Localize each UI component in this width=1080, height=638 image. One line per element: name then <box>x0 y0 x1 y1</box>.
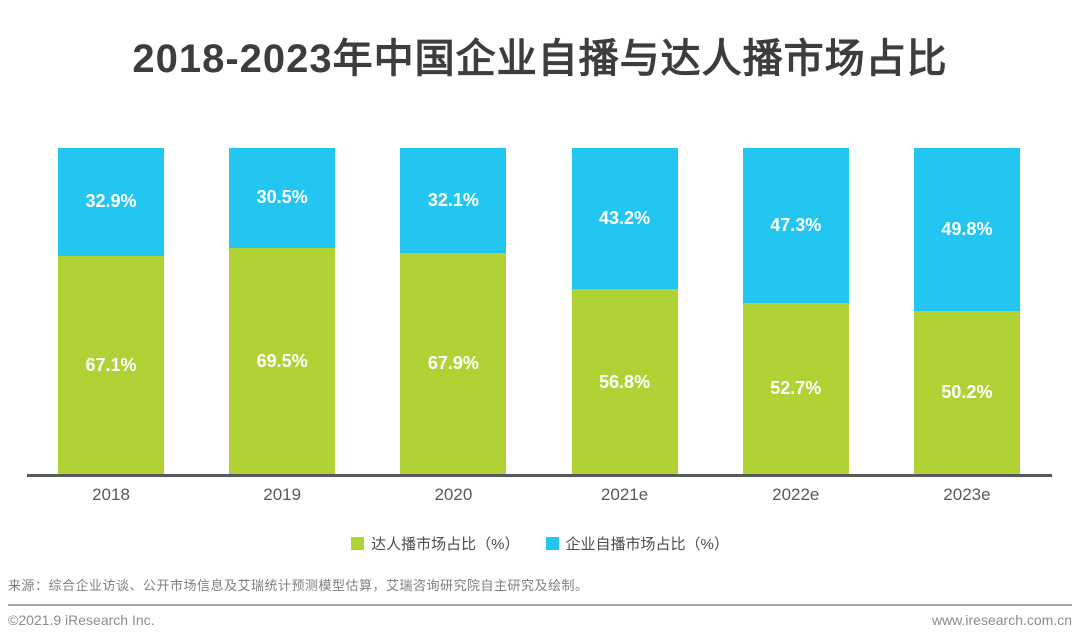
bar-segment: 32.1% <box>400 148 507 253</box>
stacked-bar-2021e: 43.2% 56.8% <box>571 148 678 475</box>
x-tick-label: 2018 <box>92 485 130 504</box>
data-label: 67.1% <box>85 354 137 375</box>
legend-item: 达人播市场占比（%） <box>351 533 520 554</box>
website-link[interactable]: www.iresearch.com.cn <box>931 612 1072 628</box>
stacked-bar-2019: 30.5% 69.5% <box>229 148 336 475</box>
footer: ©2021.9 iResearch Inc. www.iresearch.com… <box>8 612 1072 628</box>
stacked-bar-2020: 32.1% 67.9% <box>400 148 507 475</box>
data-label: 43.2% <box>599 208 651 229</box>
copyright-text: ©2021.9 iResearch Inc. <box>8 612 155 628</box>
chart-title: 2018-2023年中国企业自播与达人播市场占比 <box>132 37 948 81</box>
bar-segment: 67.1% <box>58 255 164 475</box>
legend-item: 企业自播市场占比（%） <box>545 533 729 554</box>
data-label: 69.5% <box>256 350 308 371</box>
x-tick-label: 2020 <box>434 485 473 504</box>
legend-label: 达人播市场占比（%） <box>371 536 520 553</box>
footer-divider <box>8 604 1072 606</box>
bar-segment: 56.8% <box>571 289 678 475</box>
stacked-bar-2023e: 49.8% 50.2% <box>913 148 1020 475</box>
x-axis-line <box>27 474 1052 477</box>
legend-label: 企业自播市场占比（%） <box>565 536 729 553</box>
x-tick-label: 2023e <box>943 485 991 504</box>
legend: 达人播市场占比（%） 企业自播市场占比（%） <box>0 533 1080 554</box>
x-tick-label: 2019 <box>263 485 302 504</box>
data-label: 52.7% <box>770 378 822 399</box>
bar-segment: 67.9% <box>400 252 507 475</box>
data-label: 30.5% <box>256 187 308 208</box>
data-label: 67.9% <box>427 353 479 374</box>
x-tick-label: 2021e <box>600 485 649 504</box>
data-label: 47.3% <box>770 214 822 235</box>
data-label: 50.2% <box>941 382 993 403</box>
stacked-bar-2022e: 47.3% 52.7% <box>742 148 849 475</box>
x-axis-labels: 2018 2019 2020 2021e 2022e 2023e <box>58 485 1020 505</box>
stacked-bar-2018: 32.9% 67.1% <box>58 148 164 475</box>
x-tick-label: 2022e <box>772 485 820 504</box>
bar-segment: 43.2% <box>571 148 678 290</box>
bar-segment: 32.9% <box>58 148 164 256</box>
bar-segment: 69.5% <box>229 247 336 475</box>
bar-segment: 30.5% <box>229 148 336 248</box>
data-label: 32.9% <box>85 191 137 212</box>
source-note: 来源：综合企业访谈、公开市场信息及艾瑞统计预测模型估算，艾瑞咨询研究院自主研究及… <box>8 578 589 593</box>
plot-area: 32.9% 67.1% 30.5% 69.5% 32.1% 67.9% 43.2% 56.8%… <box>58 148 1020 475</box>
bar-segment: 47.3% <box>742 148 849 303</box>
bar-segment: 50.2% <box>913 310 1020 475</box>
bar-segment: 52.7% <box>742 302 849 475</box>
legend-swatch <box>545 537 559 550</box>
data-label: 56.8% <box>599 371 651 392</box>
bar-segment: 49.8% <box>913 148 1020 311</box>
data-label: 32.1% <box>427 189 479 210</box>
data-label: 49.8% <box>941 218 993 239</box>
legend-swatch <box>351 537 365 550</box>
